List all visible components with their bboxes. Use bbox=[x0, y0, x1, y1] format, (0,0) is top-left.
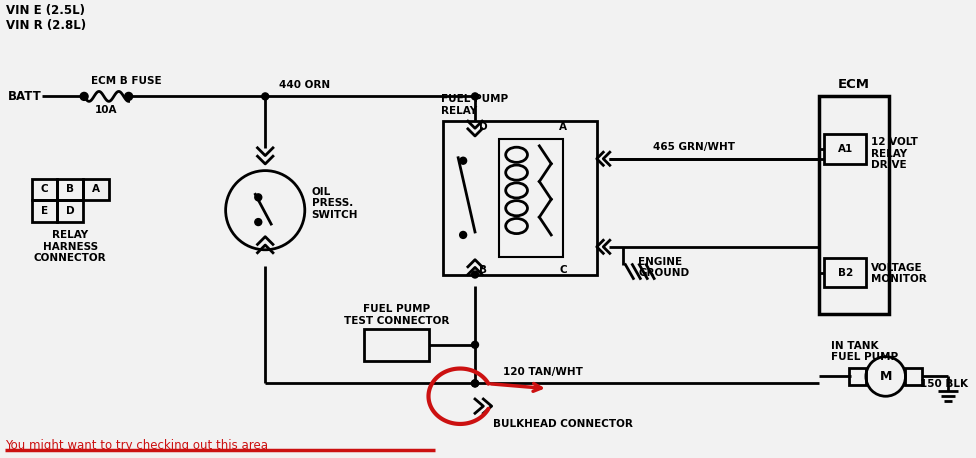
Text: 465 GRN/WHT: 465 GRN/WHT bbox=[653, 142, 735, 152]
Bar bbox=[31, 200, 58, 222]
Text: FUEL PUMP
TEST CONNECTOR: FUEL PUMP TEST CONNECTOR bbox=[344, 304, 449, 326]
Bar bbox=[825, 134, 866, 164]
Text: A1: A1 bbox=[837, 144, 853, 154]
Text: B2: B2 bbox=[837, 267, 853, 278]
Bar bbox=[825, 258, 866, 287]
Circle shape bbox=[471, 93, 478, 100]
Text: 440 ORN: 440 ORN bbox=[279, 80, 330, 89]
Text: C: C bbox=[41, 185, 49, 194]
Text: You might want to try checking out this area: You might want to try checking out this … bbox=[5, 439, 268, 452]
Text: VOLTAGE
MONITOR: VOLTAGE MONITOR bbox=[871, 262, 926, 284]
Text: BULKHEAD CONNECTOR: BULKHEAD CONNECTOR bbox=[493, 419, 632, 429]
Text: A: A bbox=[559, 122, 567, 132]
Text: VIN E (2.5L)
VIN R (2.8L): VIN E (2.5L) VIN R (2.8L) bbox=[6, 5, 86, 33]
Bar bbox=[906, 368, 922, 385]
Bar bbox=[58, 200, 83, 222]
Text: D: D bbox=[66, 206, 74, 216]
Bar bbox=[31, 179, 58, 200]
Text: 150 BLK: 150 BLK bbox=[920, 379, 968, 389]
Circle shape bbox=[471, 380, 478, 387]
Text: M: M bbox=[879, 370, 892, 383]
Bar bbox=[499, 139, 563, 257]
Circle shape bbox=[471, 380, 478, 387]
Bar bbox=[83, 179, 109, 200]
Circle shape bbox=[471, 271, 478, 278]
Circle shape bbox=[125, 93, 133, 100]
Text: 120 TAN/WHT: 120 TAN/WHT bbox=[503, 366, 583, 376]
Bar bbox=[820, 96, 889, 314]
Text: IN TANK
FUEL PUMP: IN TANK FUEL PUMP bbox=[832, 341, 898, 362]
Text: ENGINE
GROUND: ENGINE GROUND bbox=[638, 257, 689, 278]
Circle shape bbox=[255, 194, 262, 201]
Text: ECM B FUSE: ECM B FUSE bbox=[91, 76, 162, 86]
Text: C: C bbox=[559, 265, 567, 275]
Circle shape bbox=[262, 93, 268, 100]
Circle shape bbox=[471, 341, 478, 348]
Text: RELAY
HARNESS
CONNECTOR: RELAY HARNESS CONNECTOR bbox=[34, 230, 106, 263]
Bar bbox=[849, 368, 866, 385]
Text: B: B bbox=[66, 185, 74, 194]
Text: A: A bbox=[92, 185, 100, 194]
Bar bbox=[364, 329, 428, 360]
Text: FUEL PUMP
RELAY: FUEL PUMP RELAY bbox=[441, 94, 508, 116]
Circle shape bbox=[460, 231, 467, 239]
Circle shape bbox=[460, 157, 467, 164]
Circle shape bbox=[80, 93, 88, 100]
Text: E: E bbox=[41, 206, 48, 216]
Text: 12 VOLT
RELAY
DRIVE: 12 VOLT RELAY DRIVE bbox=[871, 137, 917, 170]
Text: OIL
PRESS.
SWITCH: OIL PRESS. SWITCH bbox=[311, 187, 358, 220]
Text: BATT: BATT bbox=[8, 90, 42, 103]
Text: ECM: ECM bbox=[838, 78, 870, 91]
Text: D: D bbox=[479, 122, 488, 132]
Bar bbox=[443, 121, 596, 274]
Bar bbox=[58, 179, 83, 200]
Circle shape bbox=[255, 218, 262, 225]
Text: 10A: 10A bbox=[95, 105, 117, 115]
Text: B: B bbox=[479, 265, 487, 275]
